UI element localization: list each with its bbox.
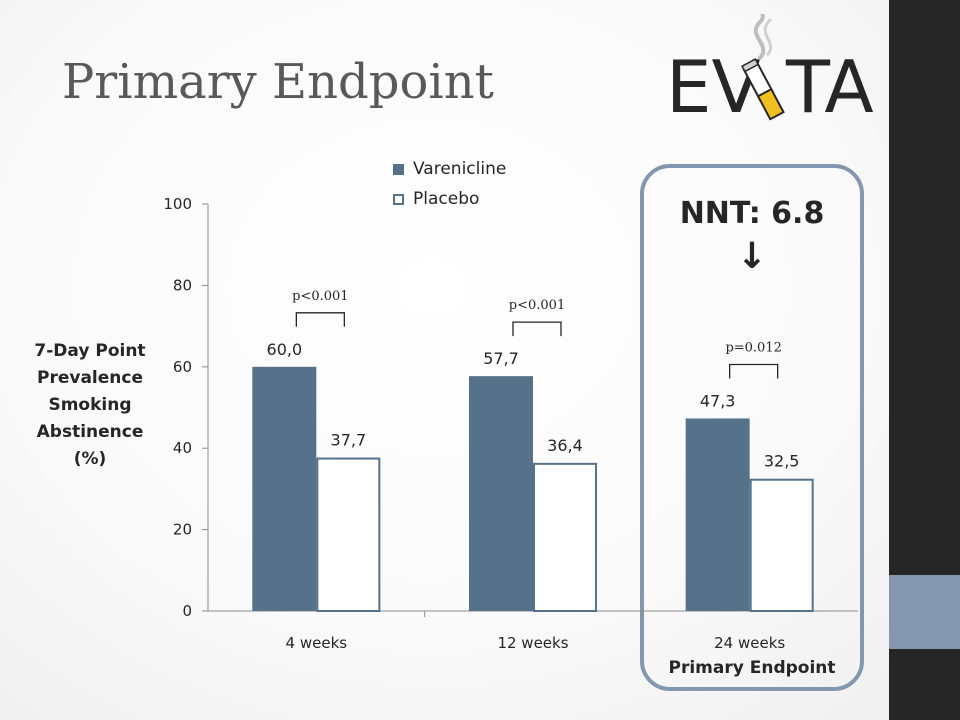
- legend-label-placebo: Placebo: [413, 189, 480, 209]
- y-axis-label-line: 7-Day Point: [34, 341, 146, 361]
- p-value-label: p<0.001: [292, 289, 348, 304]
- legend-swatch-varenicline: [393, 163, 404, 175]
- y-axis-label-line: Prevalence: [37, 368, 143, 388]
- evita-logo: EV TA: [666, 14, 874, 129]
- primary-endpoint-label: Primary Endpoint: [668, 658, 836, 678]
- significance-bracket: [512, 321, 562, 337]
- logo-text-right: TA: [785, 45, 874, 129]
- cigarette-icon: [741, 58, 785, 121]
- slide-title: Primary Endpoint: [62, 54, 494, 110]
- significance-bracket: [295, 312, 345, 327]
- down-arrow-icon: ↓: [736, 236, 768, 277]
- data-label-placebo: 32,5: [764, 452, 800, 471]
- data-label-varenicline: 57,7: [483, 349, 519, 368]
- y-tick-label: 20: [173, 521, 192, 539]
- smoke-icon: [753, 14, 766, 60]
- y-axis-label-line: Abstinence: [36, 422, 144, 442]
- chart-legend: Varenicline Placebo: [393, 154, 506, 214]
- y-axis-label-line: Smoking: [48, 395, 132, 415]
- data-label-placebo: 36,4: [547, 436, 583, 455]
- bar-placebo: [749, 478, 814, 612]
- x-category-label: 12 weeks: [497, 634, 568, 652]
- primary-endpoint-highlight-box: [640, 164, 864, 691]
- p-value-label: p=0.012: [725, 340, 781, 355]
- data-label-placebo: 37,7: [331, 431, 367, 450]
- y-tick-label: 80: [173, 276, 192, 294]
- side-accent-block: [889, 575, 960, 649]
- bar-varenicline: [469, 376, 533, 611]
- legend-swatch-placebo: [393, 193, 404, 205]
- y-tick-label: 0: [182, 602, 192, 620]
- p-value-label: p<0.001: [509, 298, 565, 313]
- y-tick-label: 40: [173, 439, 192, 457]
- y-tick-label: 100: [163, 195, 192, 213]
- nnt-value: NNT: 6.8: [679, 196, 825, 231]
- logo-text-left: EV: [666, 45, 761, 129]
- x-category-label: 4 weeks: [286, 634, 348, 652]
- bar-varenicline: [685, 418, 750, 611]
- bar-placebo: [533, 462, 597, 612]
- legend-label-varenicline: Varenicline: [413, 159, 507, 179]
- data-label-varenicline: 47,3: [700, 391, 736, 410]
- significance-bracket: [729, 363, 779, 379]
- legend-item-varenicline: Varenicline: [393, 154, 506, 184]
- legend-item-placebo: Placebo: [393, 184, 506, 214]
- bar-placebo: [316, 457, 381, 612]
- y-axis-label-line: (%): [73, 449, 107, 469]
- y-tick-label: 60: [173, 358, 192, 376]
- bar-varenicline: [252, 366, 317, 611]
- x-category-label: 24 weeks: [714, 634, 785, 652]
- y-axis-label: 7-Day Point Prevalence Smoking Abstinenc…: [20, 338, 160, 473]
- data-label-varenicline: 60,0: [267, 340, 303, 359]
